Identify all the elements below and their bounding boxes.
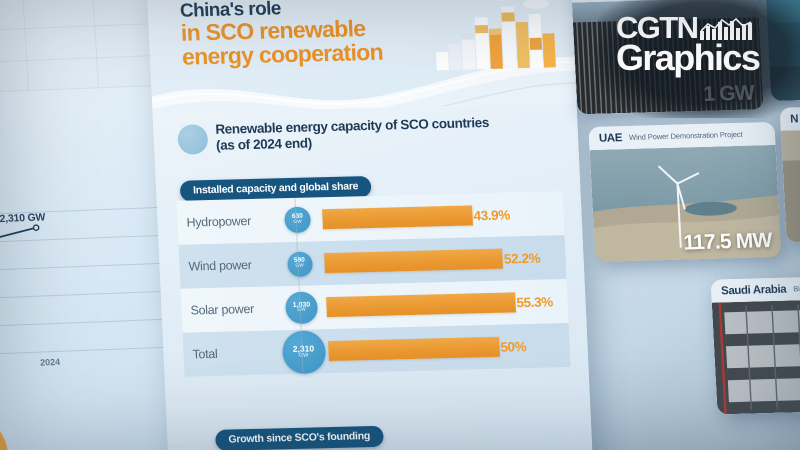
capacity-badge-cell: 2,310 GW <box>278 329 330 374</box>
row-label: Solar power <box>190 301 255 318</box>
left-panel-bars: 55.3% 50% <box>0 0 160 92</box>
bullet-circle-icon <box>177 124 209 155</box>
section-heading-line-2: (as of 2024 end) <box>215 135 313 153</box>
title-line-3: energy cooperation <box>181 38 384 70</box>
share-percent-label: 43.9% <box>473 206 511 223</box>
share-percent-label: 52.2% <box>503 250 541 267</box>
main-slide-panel[interactable]: China's role in SCO renewable energy coo… <box>146 0 594 450</box>
capacity-table: Hydropower 630 GW 43.9% Wind power 590 GW 52.2%… <box>176 191 571 377</box>
card-country: UAE <box>598 131 623 145</box>
left-pie-chart: 88% <box>0 410 9 450</box>
cgtn-graphics-watermark: CGTN Graphics <box>616 10 791 78</box>
share-bar <box>326 292 516 318</box>
bar-track: 43.9% <box>322 191 565 241</box>
capacity-badge: 2,310 GW <box>281 329 327 374</box>
watermark-backdrop <box>598 0 800 118</box>
card-value: 117.5 MW <box>682 229 773 255</box>
bar-track: 52.2% <box>324 235 567 285</box>
watermark-graphics-text: Graphics <box>616 37 761 78</box>
watermark-cgtn-text: CGTN <box>616 10 699 45</box>
capacity-badge: 1,030 GW <box>284 291 319 325</box>
left-slide-panel[interactable]: 55.3% 50% 2,310 GW 2024 88% <box>0 0 184 450</box>
left-line-series <box>0 224 40 271</box>
card-head: Saudi Arabia Bisha E <box>710 274 800 303</box>
section-heading: Renewable energy capacity of SCO countri… <box>177 113 557 155</box>
city-illustration <box>436 0 556 71</box>
capacity-badge-cell: 590 GW <box>274 250 325 277</box>
left-x-tick: 2024 <box>39 356 61 368</box>
card-project: Bisha E <box>792 283 800 294</box>
row-label: Hydropower <box>186 214 252 230</box>
card-image-battery-storage: 500 MW / <box>711 297 800 415</box>
share-bar <box>322 205 473 230</box>
row-label: Total <box>192 346 218 362</box>
card-uae[interactable]: UAE Wind Power Demonstration Project <box>588 121 782 262</box>
capacity-badge-cell: 1,030 GW <box>276 291 327 325</box>
section-heading-line-1: Renewable energy capacity of SCO countri… <box>215 114 490 137</box>
title-line-2-3: in SCO renewable energy cooperation <box>180 15 384 70</box>
chart-bars-icon <box>700 17 753 40</box>
card-project: Wind Power Demonstration Project <box>628 129 743 142</box>
title-band: China's role in SCO renewable energy coo… <box>146 0 577 114</box>
bar-track: 50% <box>328 323 571 373</box>
bar-track: 55.3% <box>326 279 569 329</box>
capacity-badge: 630 GW <box>283 206 312 234</box>
card-image <box>780 128 800 243</box>
card-partial-right[interactable]: N <box>779 105 800 243</box>
row-label: Wind power <box>188 258 252 274</box>
table-row[interactable]: Total 2,310 GW 50% <box>182 322 571 377</box>
capacity-badge: 590 GW <box>286 250 313 277</box>
pill-growth-since-founding[interactable]: Growth since SCO's founding <box>215 425 384 450</box>
share-bar <box>324 248 504 274</box>
share-percent-label: 50% <box>500 338 527 355</box>
card-image-wind-turbine: 117.5 MW <box>589 144 782 262</box>
left-line-annotation: 2,310 GW <box>0 211 46 226</box>
share-bar <box>328 336 500 362</box>
card-saudi-arabia[interactable]: Saudi Arabia Bisha E <box>710 274 800 415</box>
left-panel-line-chart: 2,310 GW 2024 <box>0 197 178 397</box>
card-country: Saudi Arabia <box>720 283 787 297</box>
share-percent-label: 55.3% <box>516 293 554 310</box>
capacity-unit: GW <box>298 352 309 359</box>
capacity-badge-cell: 630 GW <box>272 206 323 234</box>
